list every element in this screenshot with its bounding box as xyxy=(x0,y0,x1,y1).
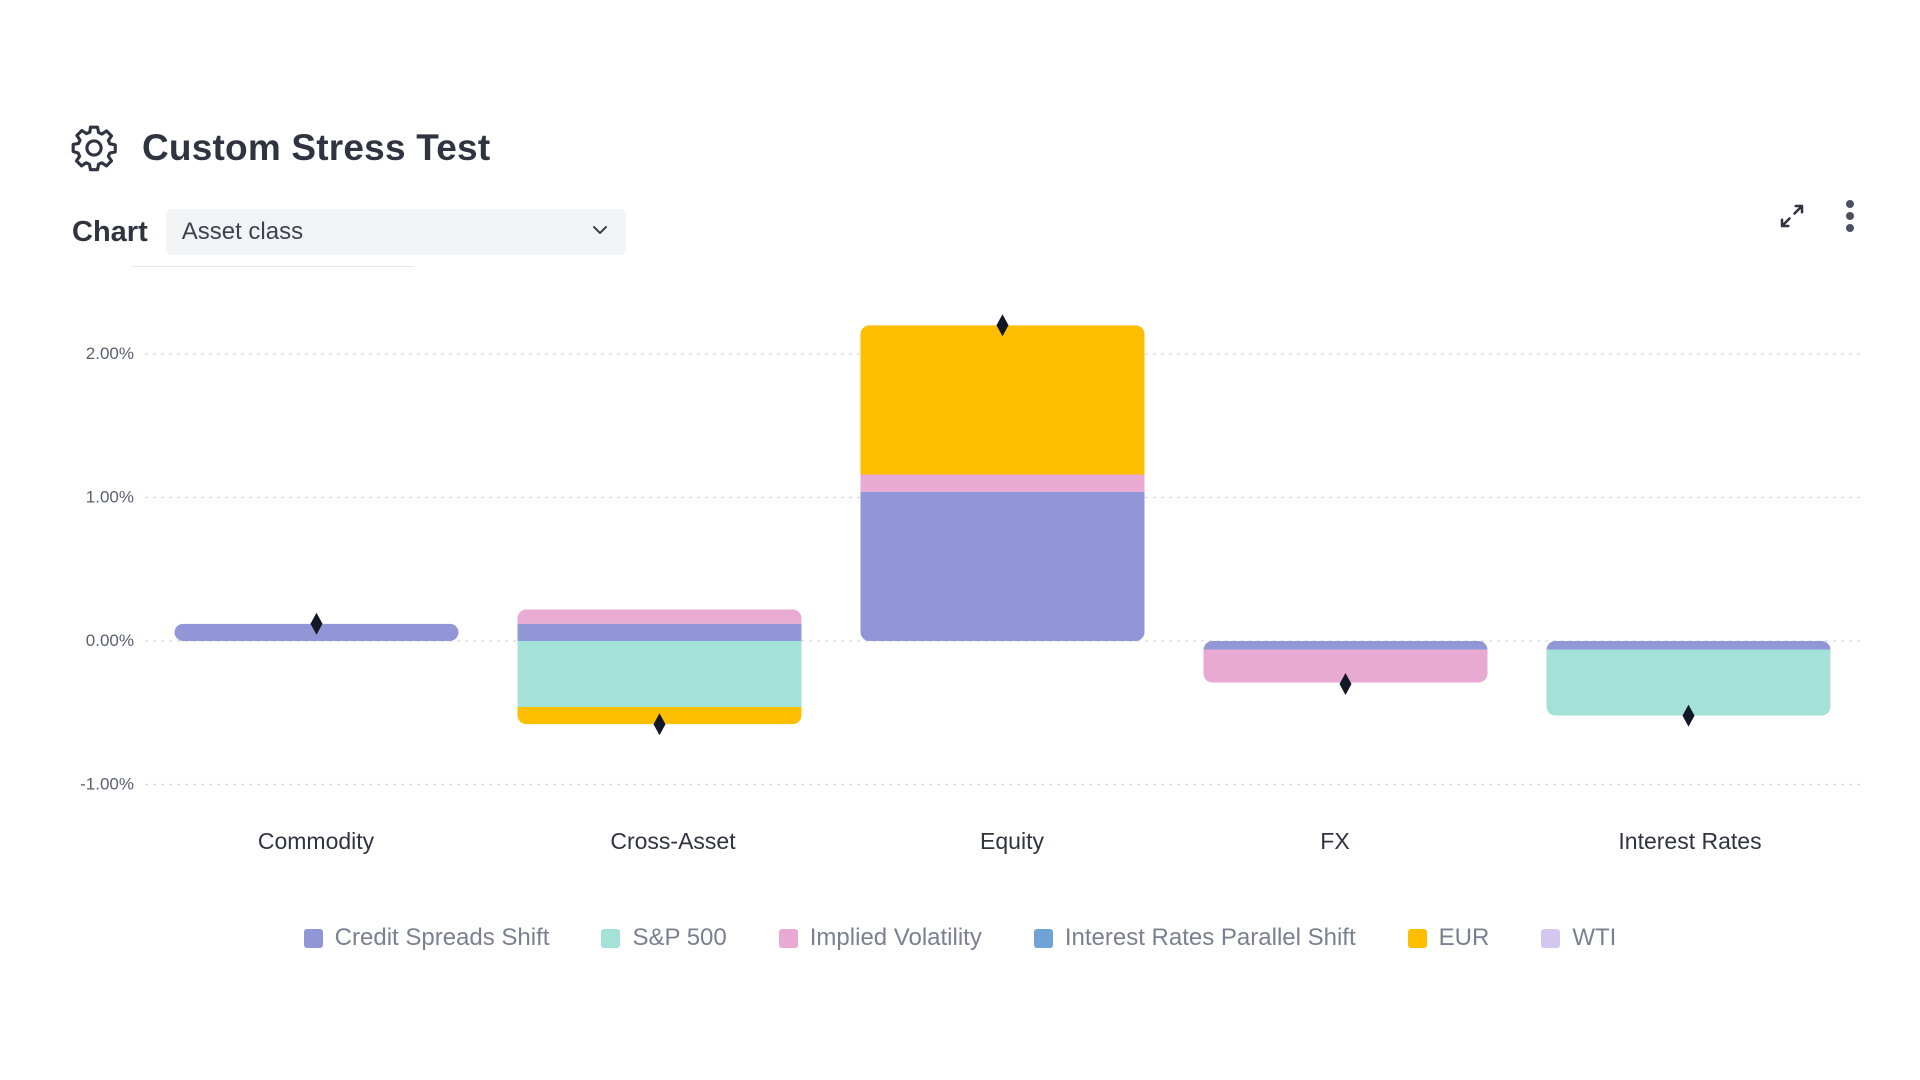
chart-toolbar xyxy=(1752,196,1868,236)
legend-label: WTI xyxy=(1572,924,1617,951)
bar-segment[interactable] xyxy=(517,623,802,641)
expand-icon[interactable] xyxy=(1774,196,1810,236)
legend-label: S&P 500 xyxy=(632,924,727,951)
legend-item[interactable]: WTI xyxy=(1541,924,1616,952)
bar-segment[interactable] xyxy=(860,474,1145,492)
stacked-bar-chart: 2.00% 1.00% 0.00% -1.00% Commodity Cross-Asse… xyxy=(80,314,1860,854)
page-title: Custom Stress Test xyxy=(142,127,491,168)
y-tick-label: 1.00% xyxy=(86,488,134,507)
legend-item[interactable]: Implied Volatility xyxy=(778,924,982,952)
gear-icon[interactable] xyxy=(68,122,120,174)
chart-label: Chart xyxy=(72,215,148,248)
legend-label: Implied Volatility xyxy=(809,924,982,951)
asset-class-select[interactable]: Asset class xyxy=(165,209,626,255)
chart-legend: Credit Spreads Shift S&P 500 Implied Volat… xyxy=(0,924,1920,952)
y-tick-label: 0.00% xyxy=(86,631,134,650)
legend-swatch xyxy=(1541,928,1561,948)
legend-item[interactable]: Interest Rates Parallel Shift xyxy=(1033,924,1356,952)
legend-swatch xyxy=(303,928,323,948)
bar-stack[interactable] xyxy=(1546,641,1831,716)
chevron-down-icon xyxy=(590,220,610,245)
x-tick-label: FX xyxy=(1320,828,1349,854)
legend-label: Credit Spreads Shift xyxy=(334,924,550,951)
bar-segment[interactable] xyxy=(517,609,802,624)
legend-label: Interest Rates Parallel Shift xyxy=(1064,924,1356,951)
legend-swatch xyxy=(1407,928,1427,948)
more-vertical-icon[interactable] xyxy=(1832,196,1868,236)
bar-segment[interactable] xyxy=(860,325,1145,475)
x-tick-label: Cross-Asset xyxy=(610,828,736,854)
net-marker xyxy=(1339,673,1352,696)
divider xyxy=(132,266,414,267)
bar-segment[interactable] xyxy=(517,641,802,708)
legend-swatch xyxy=(778,928,798,948)
net-marker xyxy=(996,314,1009,337)
legend-swatch xyxy=(601,928,621,948)
x-tick-label: Equity xyxy=(980,828,1044,854)
legend-item[interactable]: S&P 500 xyxy=(601,924,727,952)
bar-stack[interactable] xyxy=(517,609,802,725)
y-tick-label: -1.00% xyxy=(80,775,134,794)
header: Custom Stress Test xyxy=(68,122,490,174)
x-tick-label: Commodity xyxy=(258,828,375,854)
legend-swatch xyxy=(1033,928,1053,948)
select-value: Asset class xyxy=(181,218,304,245)
legend-item[interactable]: EUR xyxy=(1407,924,1490,952)
bar-segment[interactable] xyxy=(1546,641,1831,650)
bar-stack[interactable] xyxy=(860,325,1145,641)
net-marker xyxy=(310,612,323,635)
bar-segment[interactable] xyxy=(1203,641,1488,650)
legend-label: EUR xyxy=(1438,924,1490,951)
bar-segment[interactable] xyxy=(860,491,1145,641)
x-tick-label: Interest Rates xyxy=(1618,828,1761,854)
bar-segment[interactable] xyxy=(1546,649,1831,716)
chart-controls: Chart Asset class xyxy=(72,209,626,255)
net-marker xyxy=(1682,704,1695,727)
legend-item[interactable]: Credit Spreads Shift xyxy=(303,924,550,952)
y-tick-label: 2.00% xyxy=(86,344,134,363)
net-marker xyxy=(653,713,666,736)
